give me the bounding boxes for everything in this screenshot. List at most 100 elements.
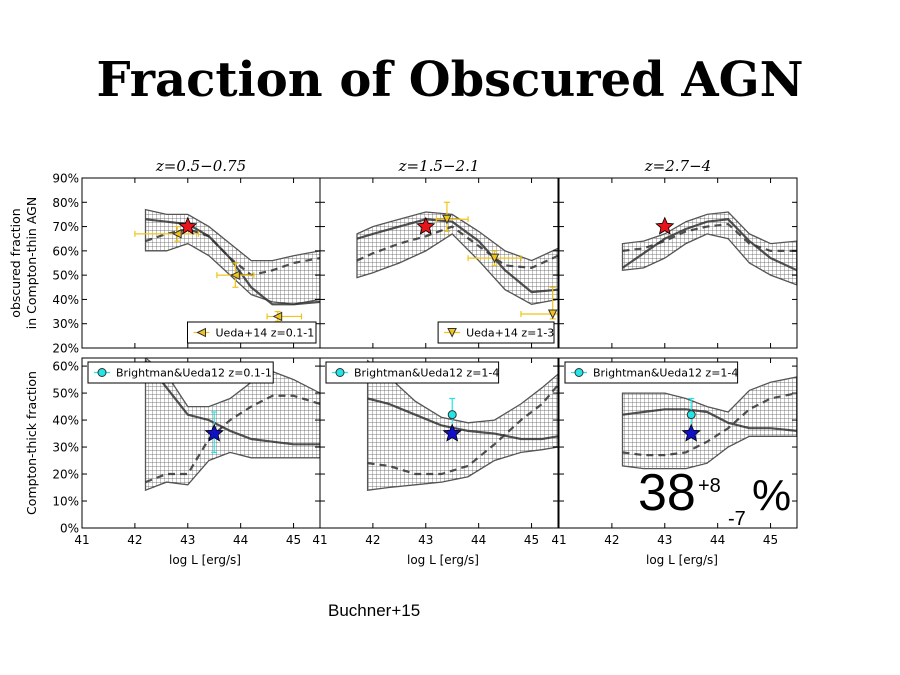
- median-line: [356, 218, 558, 294]
- blue-star-marker: [204, 423, 224, 442]
- figure: Ueda+14 z=0.1-1 z=0.5−0.75 20% 30% 40% 50% 60%…: [8, 157, 798, 567]
- legend-marker: [196, 327, 206, 338]
- data-point: [266, 310, 303, 322]
- alternate-model-line: [145, 227, 320, 277]
- x-tick-label: 41: [312, 533, 327, 547]
- alternate-model-line: [356, 225, 558, 270]
- median-line: [622, 408, 797, 432]
- panel-r2-c2: Brightman&Ueda12 z=1-4 41 42 43 44 45 log L [e…: [312, 357, 559, 567]
- legend: Ueda+14 z=0.1-1: [187, 321, 317, 344]
- data-marker: [547, 309, 558, 320]
- panel-frame: [558, 357, 798, 529]
- data-point: [134, 225, 199, 242]
- data-marker: [442, 214, 452, 225]
- panel-frame: [558, 177, 798, 349]
- data-point: [216, 262, 255, 288]
- y-tick-label: 50%: [52, 269, 79, 283]
- y-tick-label: 10%: [52, 495, 79, 509]
- y-tick-label: 40%: [52, 293, 79, 307]
- annotation-unit: %: [752, 471, 791, 520]
- y-tick-label: 70%: [52, 220, 79, 234]
- red-star-marker: [416, 216, 436, 235]
- legend-marker: [335, 368, 345, 377]
- alternate-model-line: [367, 384, 558, 476]
- legend-box: [187, 321, 317, 344]
- x-tick-label: 45: [286, 533, 301, 547]
- median-line: [621, 218, 797, 272]
- x-tick-label: 42: [365, 533, 380, 547]
- x-tick-label: 44: [471, 533, 486, 547]
- legend-label: Brightman&Ueda12 z=0.1-1: [116, 367, 272, 380]
- annotation-sup: +8: [698, 475, 721, 497]
- uncertainty-band: [356, 211, 558, 305]
- panel-r1-c2-plot-area: [356, 201, 558, 320]
- alternate-model-line: [622, 392, 797, 457]
- legend-box: [87, 361, 274, 384]
- x-tick-label: 44: [233, 533, 248, 547]
- panel-r1-c1: Ueda+14 z=0.1-1 z=0.5−0.75 20% 30% 40% 50% 60%…: [52, 157, 321, 356]
- legend-marker: [447, 328, 457, 338]
- y-axis-label: obscured fraction: [8, 208, 23, 317]
- x-tick-label: 44: [710, 533, 725, 547]
- legend: Brightman&Ueda12 z=1-4: [325, 361, 500, 384]
- y-tick-label: 30%: [52, 441, 79, 455]
- data-marker: [272, 311, 283, 322]
- data-marker: [230, 270, 240, 280]
- x-tick-label: 42: [604, 533, 619, 547]
- legend-box: [437, 321, 555, 344]
- panel-r2-c3-plot-area: [621, 376, 797, 470]
- y-tick-label: 60%: [52, 360, 79, 374]
- column-title: z=0.5−0.75: [155, 157, 246, 175]
- data-marker: [447, 410, 457, 420]
- legend-label: Ueda+14 z=1-3: [466, 327, 554, 340]
- red-star-marker: [655, 216, 675, 235]
- data-point: [435, 201, 469, 233]
- y-axis-label: Compton-thick fraction: [24, 371, 39, 515]
- credit-text: Buchner+15: [328, 601, 421, 620]
- y-tick-label: 50%: [52, 387, 79, 401]
- alternate-model-line: [622, 222, 797, 253]
- legend-box: [325, 361, 500, 384]
- fraction-annotation: 38 +8 -7%: [638, 464, 791, 530]
- legend-box: [564, 361, 739, 384]
- legend-label: Brightman&Ueda12 z=1-4: [354, 367, 499, 380]
- x-tick-label: 45: [524, 533, 539, 547]
- uncertainty-band: [621, 211, 797, 286]
- x-tick-label: 43: [657, 533, 672, 547]
- uncertainty-band: [144, 208, 320, 305]
- y-tick-label: 80%: [52, 196, 79, 210]
- alternate-model-line: [145, 394, 320, 484]
- uncertainty-band: [621, 376, 797, 470]
- blue-star-marker: [681, 423, 701, 442]
- data-point: [520, 286, 558, 320]
- data-marker: [489, 253, 500, 264]
- data-point: [467, 250, 522, 267]
- x-tick-label: 41: [551, 533, 566, 547]
- x-axis-label: log L [erg/s]: [646, 553, 718, 567]
- y-tick-label: 20%: [52, 342, 79, 356]
- red-star-marker: [178, 216, 198, 235]
- slide-title: Fraction of Obscured AGN: [96, 52, 804, 108]
- y-tick-label: 0%: [60, 522, 79, 536]
- legend: Ueda+14 z=1-3: [437, 321, 555, 344]
- column-title: z=2.7−4: [644, 157, 711, 175]
- legend: Brightman&Ueda12 z=0.1-1: [87, 361, 274, 384]
- blue-star-marker: [442, 423, 462, 442]
- x-tick-label: 43: [418, 533, 433, 547]
- panel-frame: [319, 357, 559, 529]
- y-tick-label: 20%: [52, 468, 79, 482]
- x-tick-label: 42: [127, 533, 142, 547]
- panel-frame: [319, 177, 559, 349]
- legend-marker: [97, 368, 107, 377]
- legend: Brightman&Ueda12 z=1-4: [564, 361, 739, 384]
- data-marker: [686, 410, 696, 420]
- x-axis-label: log L [erg/s]: [169, 553, 241, 567]
- panel-r2-c1: Brightman&Ueda12 z=0.1-1 41 42 43 44 45 log L …: [52, 357, 321, 567]
- panel-r1-c1-plot-area: [134, 208, 320, 322]
- x-tick-label: 43: [180, 533, 195, 547]
- x-axis-label: log L [erg/s]: [407, 553, 479, 567]
- annotation-value: 38: [638, 464, 696, 522]
- y-tick-label: 90%: [52, 172, 79, 186]
- legend-label: Ueda+14 z=0.1-1: [216, 327, 315, 340]
- panel-r1-c3: z=2.7−4: [558, 157, 798, 349]
